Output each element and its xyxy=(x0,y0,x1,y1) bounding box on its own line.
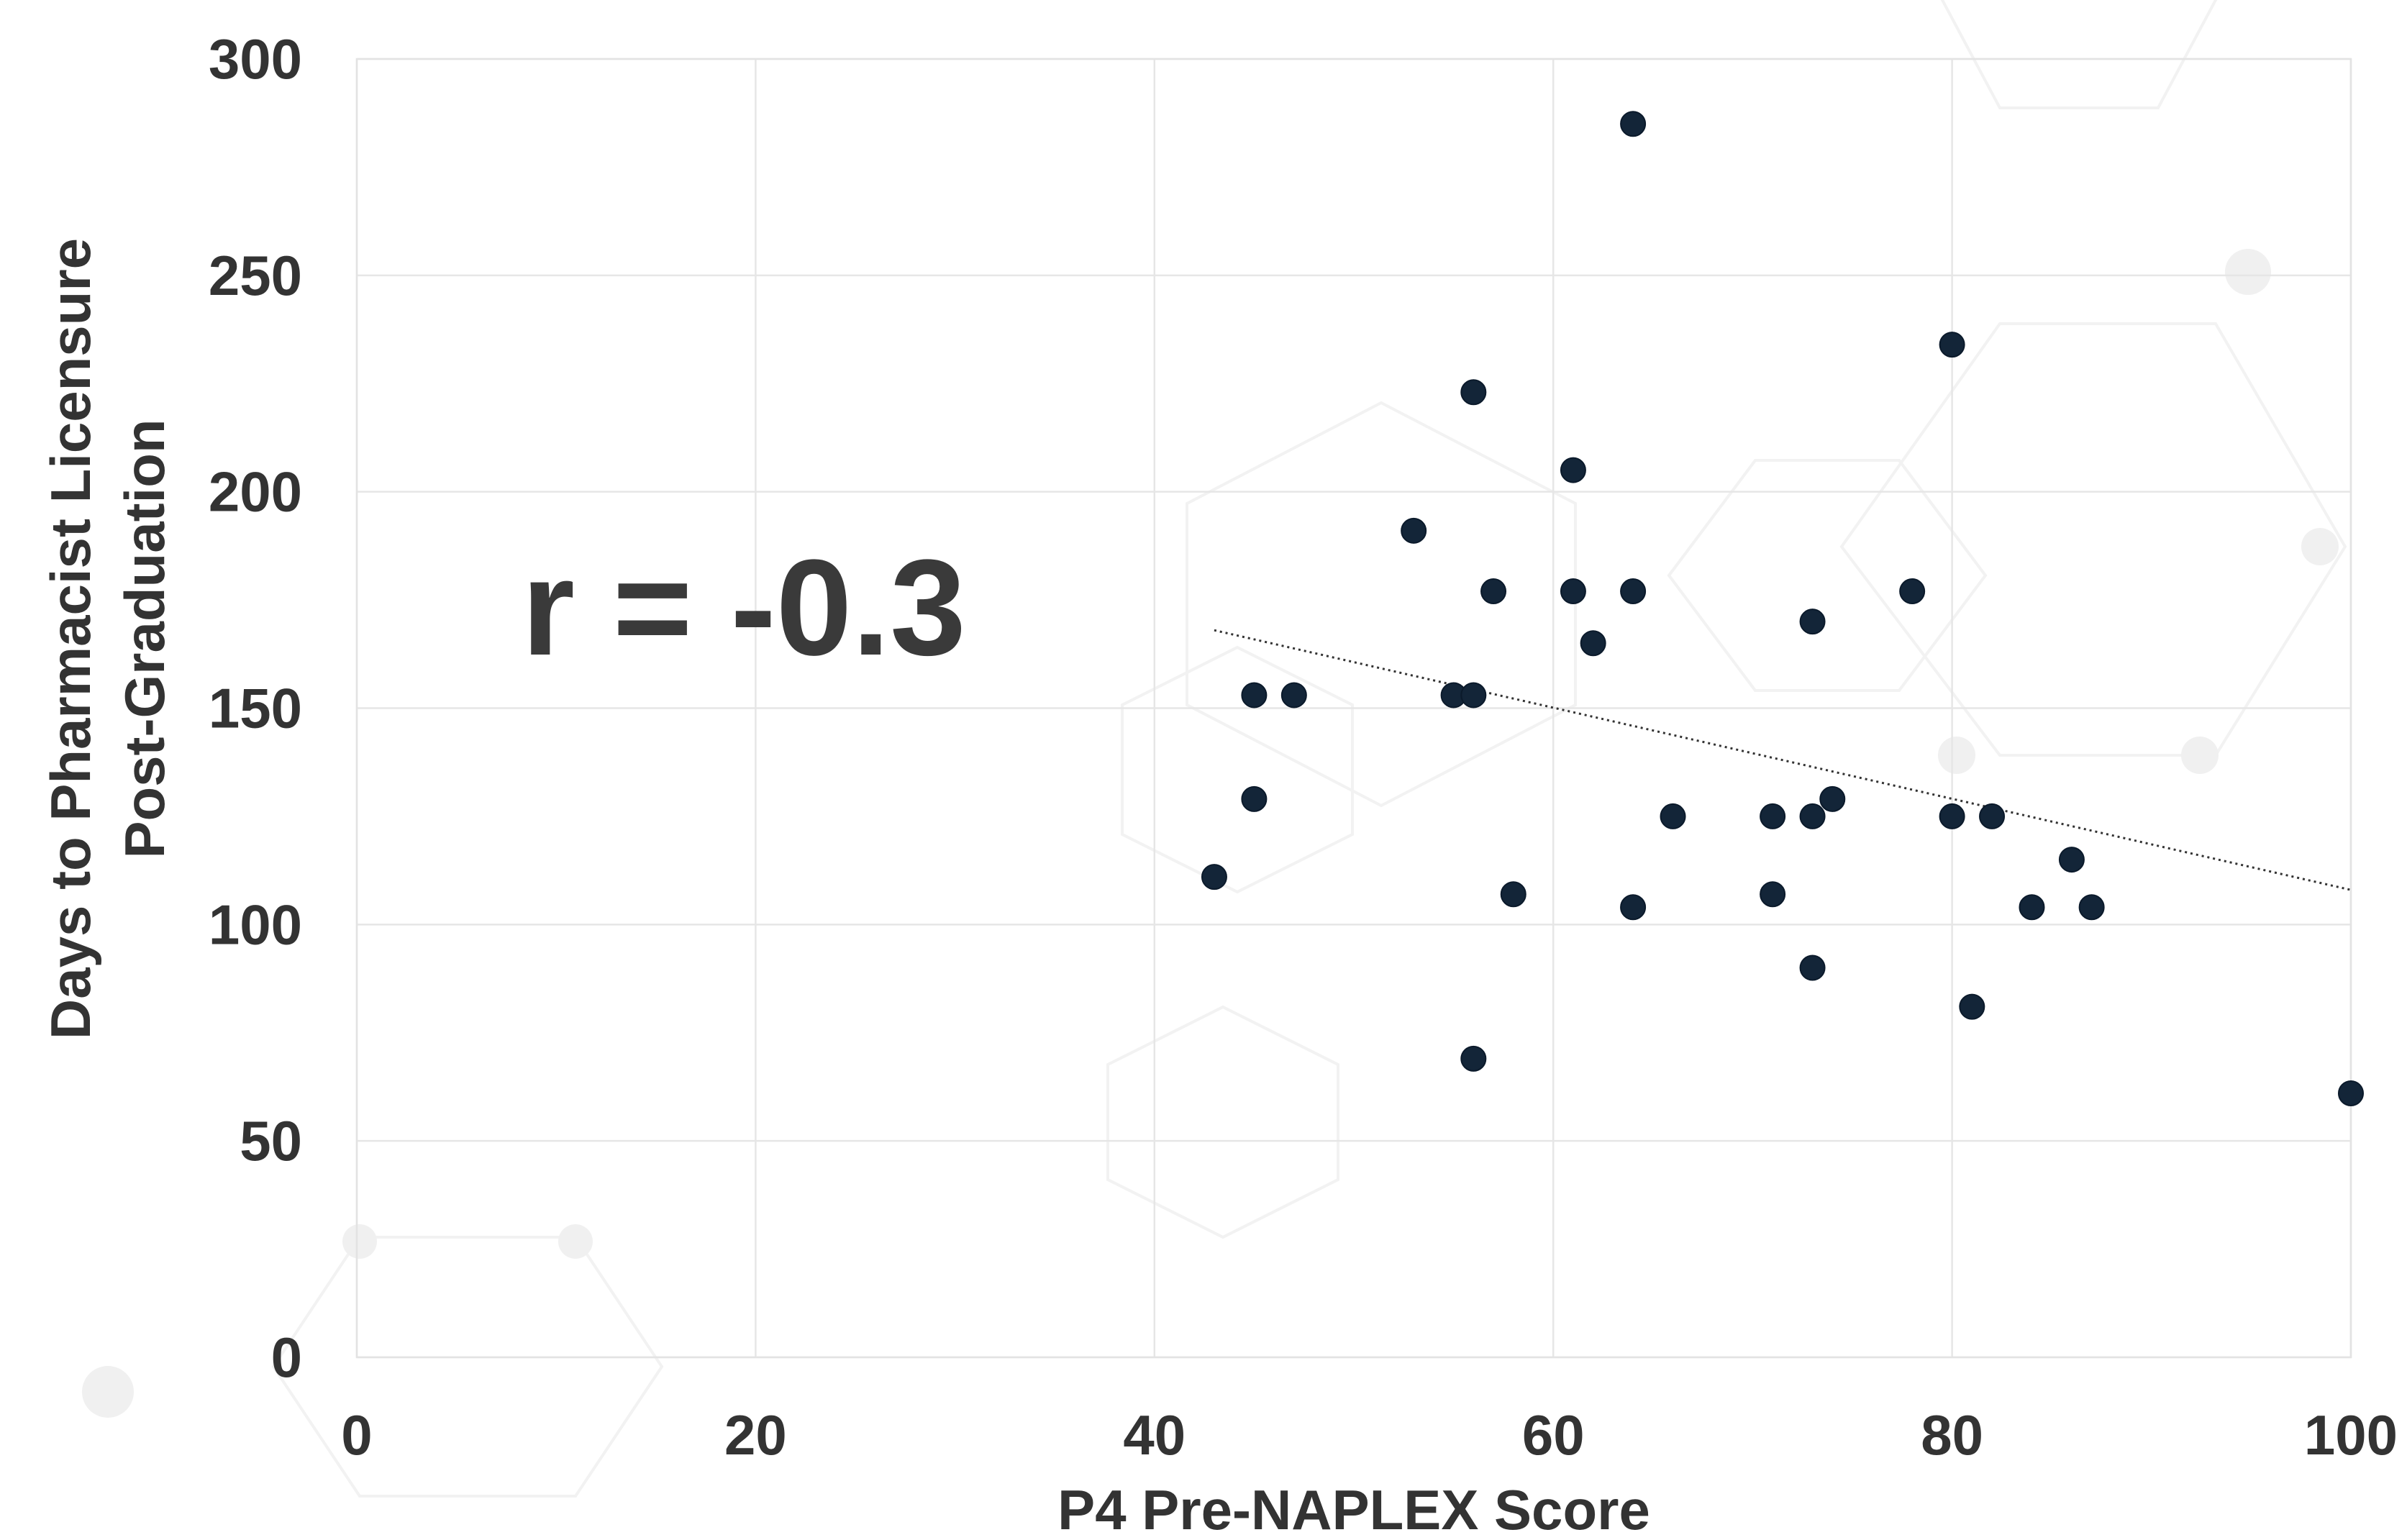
data-point xyxy=(2019,894,2045,921)
data-point xyxy=(2338,1080,2364,1106)
data-point xyxy=(1620,578,1647,605)
data-point xyxy=(1939,332,1965,358)
data-point xyxy=(1460,682,1487,709)
background-hexagon xyxy=(1106,1005,1339,1239)
background-node xyxy=(2301,528,2339,565)
data-point xyxy=(1580,630,1606,657)
data-point xyxy=(1799,803,1826,829)
y-axis-title-line-1: Days to Pharmacist Licensure xyxy=(39,238,102,1039)
background-node xyxy=(342,1224,377,1259)
background-node xyxy=(82,1366,134,1418)
data-point xyxy=(1979,803,2006,829)
background-node xyxy=(558,1224,593,1259)
correlation-annotation: r = -0.3 xyxy=(522,532,966,684)
x-tick-label: 60 xyxy=(1522,1403,1585,1467)
data-point xyxy=(1959,993,1985,1020)
data-point xyxy=(1899,578,1926,605)
x-tick-label: 20 xyxy=(724,1403,787,1467)
data-point xyxy=(1760,881,1786,908)
data-point xyxy=(1620,111,1647,137)
y-axis-title: Days to Pharmacist Licensure Post-Gradua… xyxy=(39,238,176,1039)
data-point xyxy=(1760,803,1786,829)
background-hexagon xyxy=(1940,0,2218,109)
data-point xyxy=(1939,803,1965,829)
data-point xyxy=(1620,894,1647,921)
trendline xyxy=(1214,629,2352,891)
data-point xyxy=(2078,894,2105,921)
x-tick-label: 0 xyxy=(341,1403,372,1467)
background-hexagon xyxy=(1839,322,2347,757)
background-node xyxy=(1938,737,1975,774)
y-tick-label: 300 xyxy=(209,27,302,91)
grid xyxy=(355,58,2352,1359)
x-axis-ticks: 0 20 40 60 80 100 xyxy=(341,1403,2398,1467)
y-tick-label: 50 xyxy=(240,1109,302,1172)
data-point xyxy=(1819,785,1846,812)
data-point xyxy=(1241,682,1268,709)
plot-area-border xyxy=(355,58,2352,1359)
data-points xyxy=(1201,111,2364,1106)
data-point xyxy=(1280,682,1307,709)
y-axis-ticks: 0 50 100 150 200 250 300 xyxy=(209,27,302,1389)
data-point xyxy=(1799,609,1826,635)
background-molecule-pattern xyxy=(82,0,2347,1498)
y-tick-label: 250 xyxy=(209,244,302,307)
y-tick-label: 200 xyxy=(209,460,302,524)
background-node xyxy=(2225,249,2271,295)
data-point xyxy=(1660,803,1686,829)
y-tick-label: 150 xyxy=(209,677,302,740)
background-node xyxy=(2181,737,2219,774)
data-point xyxy=(1201,864,1227,890)
y-axis-title-line-2: Post-Graduation xyxy=(113,419,176,858)
data-point xyxy=(1799,954,1826,981)
background-hexagon xyxy=(271,1236,664,1498)
y-tick-label: 100 xyxy=(209,893,302,956)
background-hexagon xyxy=(1186,401,1577,808)
data-point xyxy=(1480,578,1507,605)
background-hexagon xyxy=(1121,645,1354,894)
x-tick-label: 80 xyxy=(1921,1403,1983,1467)
data-point xyxy=(2058,847,2085,873)
data-point xyxy=(1500,881,1526,908)
data-point xyxy=(1560,457,1586,483)
x-tick-label: 100 xyxy=(2304,1403,2398,1467)
x-axis-title: P4 Pre-NAPLEX Score xyxy=(1057,1478,1650,1536)
background-hexagon xyxy=(1667,459,1988,692)
y-tick-label: 0 xyxy=(271,1326,302,1389)
data-point xyxy=(1460,1045,1487,1072)
x-tick-label: 40 xyxy=(1123,1403,1186,1467)
data-point xyxy=(1560,578,1586,605)
data-point xyxy=(1241,785,1268,812)
data-point xyxy=(1460,379,1487,406)
data-point xyxy=(1401,517,1427,544)
